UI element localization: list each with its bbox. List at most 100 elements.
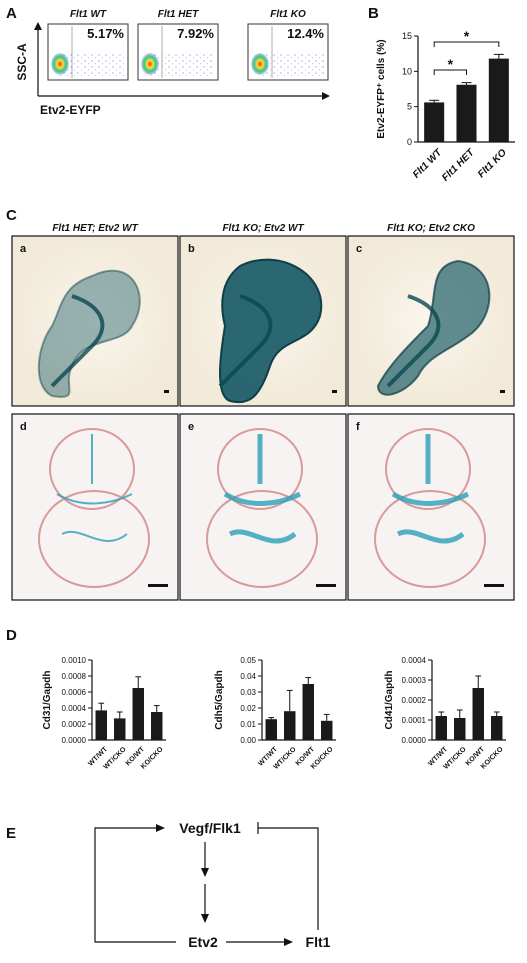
micrograph: a [11, 235, 179, 407]
significance-bracket [433, 41, 500, 47]
plot-title: Flt1 KO [270, 9, 306, 20]
bar [302, 684, 314, 740]
node: Etv2 [188, 934, 218, 950]
bar [132, 688, 144, 740]
micrograph: d [11, 413, 179, 601]
image-frame [347, 413, 515, 601]
x-axis-label: Etv2-EYFP [40, 103, 101, 117]
bar [265, 719, 277, 740]
percent-label: 12.4% [287, 26, 324, 41]
image-label: c [356, 243, 362, 255]
x-tick-label: Flt1 HET [440, 147, 477, 184]
section [217, 428, 303, 510]
micrograph: e [179, 413, 347, 601]
y-tick-label: 10 [402, 66, 412, 76]
image-frame [11, 413, 179, 601]
image-label: a [20, 243, 27, 255]
bar [472, 688, 484, 740]
plot-title: Flt1 HET [158, 9, 199, 20]
y-axis-label: Cd41/Gapdh [384, 671, 395, 730]
bar [114, 718, 126, 740]
y-tick-label: 0.0004 [402, 656, 427, 665]
event-cluster [251, 53, 269, 75]
panel-label: D [6, 627, 17, 644]
y-axis-label: SSC-A [15, 43, 29, 81]
bar [435, 716, 447, 740]
section [385, 428, 471, 510]
bar [454, 718, 466, 740]
bar [321, 720, 333, 740]
scale-bar [316, 584, 336, 587]
event-cluster [141, 53, 159, 75]
panel-label: C [6, 207, 17, 224]
x-tick-label: Flt1 KO [476, 147, 509, 180]
panel-label: B [368, 5, 379, 22]
inhibition-edge [257, 822, 319, 930]
significance-star: * [464, 28, 470, 44]
bar [151, 712, 163, 740]
section [206, 490, 318, 588]
y-tick-label: 5 [407, 102, 412, 112]
image-label: d [20, 421, 27, 433]
column-title: Flt1 HET; Etv2 WT [52, 223, 138, 234]
plot-title: Flt1 WT [70, 9, 107, 20]
y-tick-label: 0.0002 [402, 696, 427, 705]
micrograph: c [347, 235, 515, 407]
y-tick-label: 0.0000 [62, 736, 87, 745]
y-axis-label: Cd31/Gapdh [42, 671, 53, 730]
percent-label: 5.17% [87, 26, 124, 41]
column-title: Flt1 KO; Etv2 WT [222, 223, 304, 234]
bar [284, 711, 296, 740]
stain [56, 434, 133, 542]
y-tick-label: 0.0004 [62, 704, 87, 713]
bar [491, 716, 503, 740]
embryo [37, 269, 141, 398]
event-cluster [51, 53, 69, 75]
bar [424, 102, 445, 142]
y-tick-label: 15 [402, 31, 412, 41]
column-title: Flt1 KO; Etv2 CKO [387, 223, 475, 234]
y-axis-label: Cdh5/Gapdh [214, 670, 225, 729]
vessel [50, 294, 105, 388]
percent-label: 7.92% [177, 26, 214, 41]
image-label: f [356, 421, 360, 433]
vessel [386, 294, 441, 388]
scale-bar [148, 584, 168, 587]
bar [456, 84, 477, 142]
y-tick-label: 0.05 [240, 656, 256, 665]
arrow-head [284, 938, 293, 946]
section [49, 428, 135, 510]
node: Vegf/Flk1 [179, 820, 241, 836]
scale-bar [484, 584, 504, 587]
y-axis-label: Etv2-EYFP⁺ cells (%) [376, 39, 387, 138]
embryo [376, 259, 491, 396]
y-tick-label: 0.03 [240, 688, 256, 697]
section [374, 490, 486, 588]
scale-bar [500, 390, 505, 393]
bar [488, 58, 509, 142]
image-label: e [188, 421, 194, 433]
arrow-head [34, 22, 42, 30]
stain [223, 434, 302, 544]
image-frame [179, 413, 347, 601]
y-tick-label: 0.0003 [402, 676, 427, 685]
image-frame [11, 235, 179, 407]
panel-label: E [6, 825, 16, 842]
stain [391, 434, 470, 544]
scale-bar [164, 390, 169, 393]
edge [94, 827, 176, 943]
arrow-head [156, 824, 165, 832]
image-label: b [188, 243, 195, 255]
y-tick-label: 0.02 [240, 704, 256, 713]
y-tick-label: 0.0010 [62, 656, 87, 665]
y-tick-label: 0.0002 [62, 720, 87, 729]
y-tick-label: 0.0006 [62, 688, 87, 697]
y-tick-label: 0.01 [240, 720, 256, 729]
y-tick-label: 0.04 [240, 672, 256, 681]
y-tick-label: 0.0008 [62, 672, 87, 681]
vessel [218, 294, 273, 388]
micrograph: b [179, 235, 347, 407]
y-tick-label: 0.0001 [402, 716, 427, 725]
bar [95, 710, 107, 740]
